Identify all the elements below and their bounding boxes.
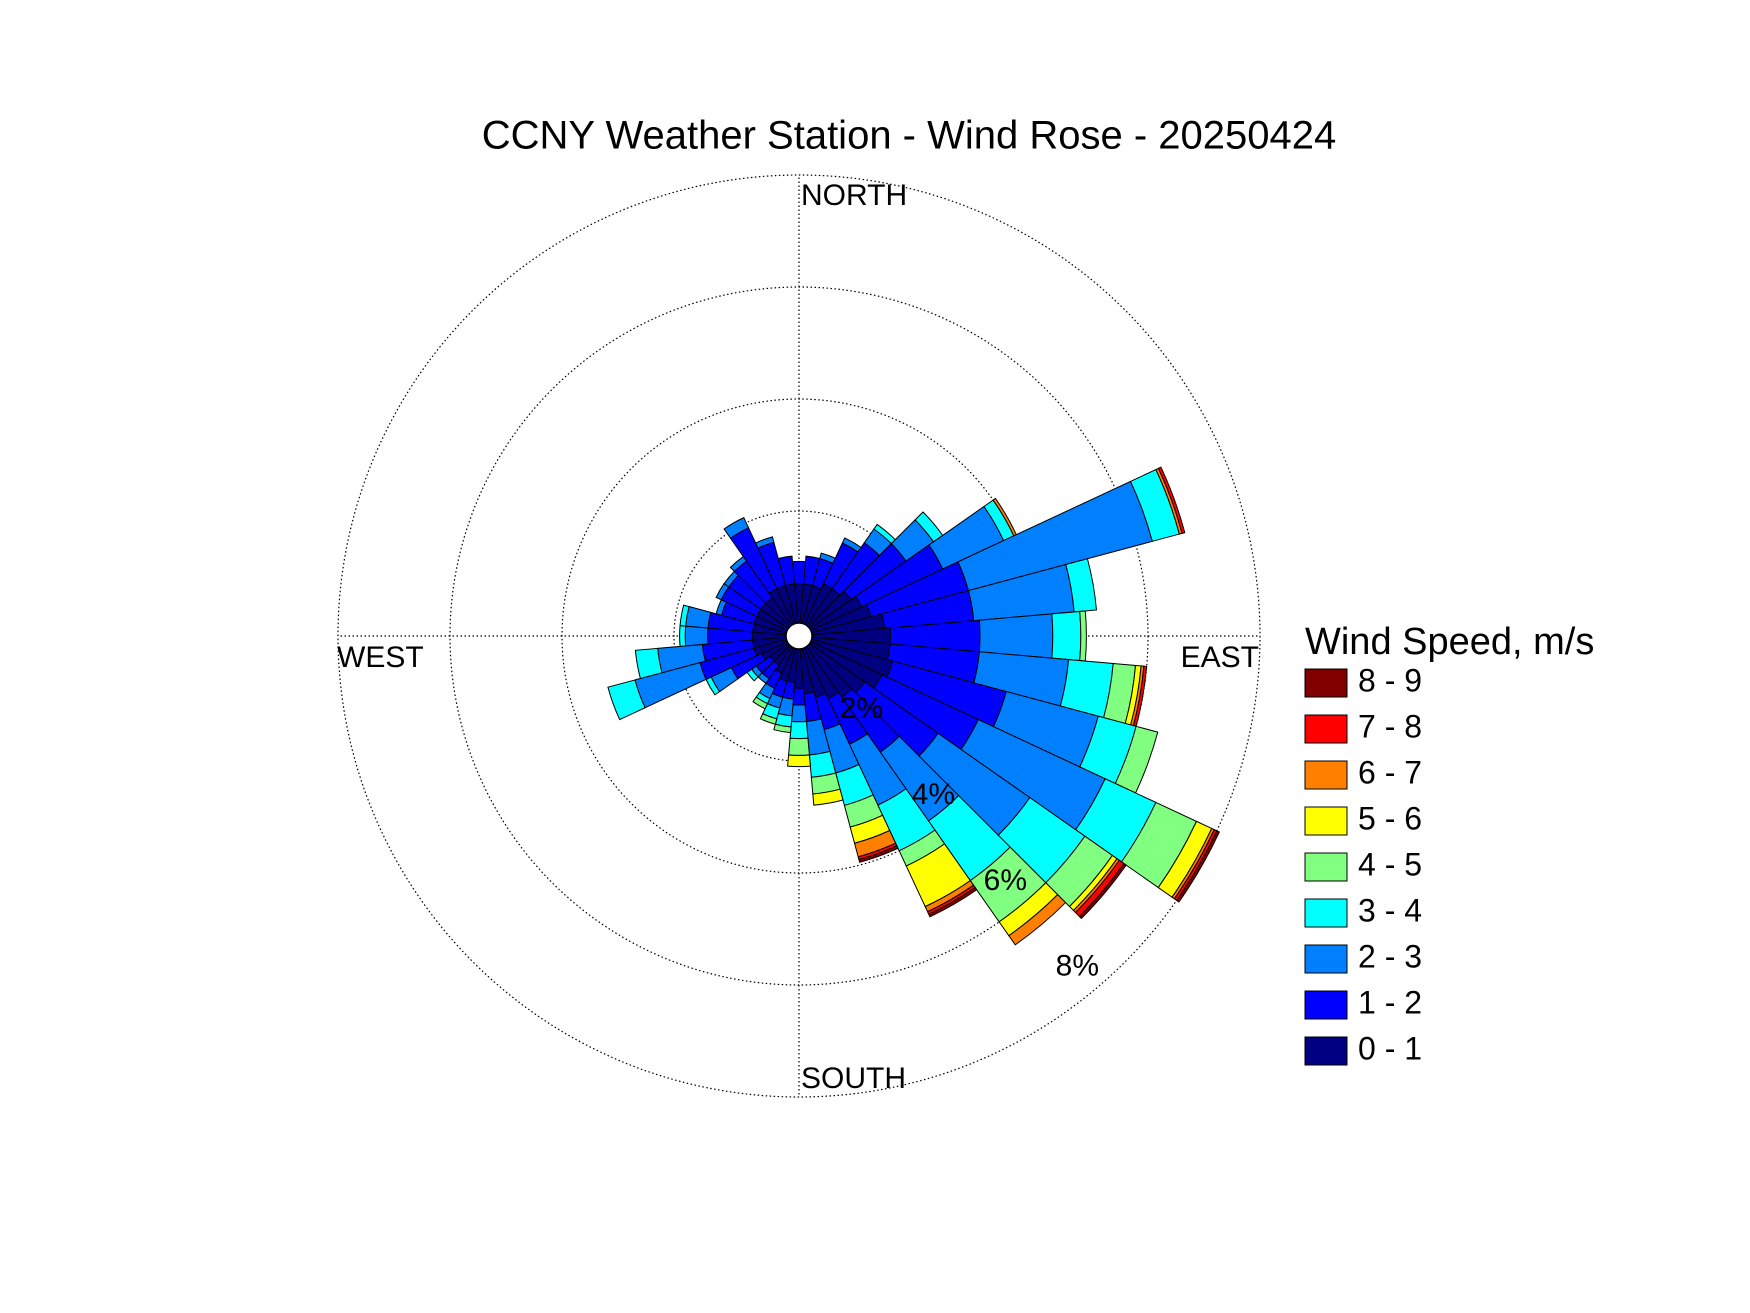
legend-swatch bbox=[1304, 714, 1348, 744]
ring-label: 8% bbox=[1056, 950, 1099, 983]
wedge-segment bbox=[1008, 893, 1067, 946]
legend-label: 2 - 3 bbox=[1358, 938, 1422, 974]
direction-label: NORTH bbox=[801, 179, 907, 212]
wedge-segment bbox=[792, 687, 806, 706]
wedge-segment bbox=[634, 647, 663, 680]
legend-title: Wind Speed, m/s bbox=[1305, 621, 1594, 663]
ring-label: 6% bbox=[984, 864, 1027, 897]
wedge-segment bbox=[777, 555, 795, 587]
direction-label: WEST bbox=[337, 641, 424, 674]
wedge-segment bbox=[679, 604, 690, 627]
wedge-segment bbox=[978, 613, 1054, 659]
legend-label: 3 - 4 bbox=[1358, 892, 1422, 928]
wedge-segment bbox=[928, 886, 978, 918]
wedge-segment bbox=[1065, 558, 1098, 613]
wedge-segment bbox=[1051, 610, 1082, 662]
legend-label: 5 - 6 bbox=[1358, 800, 1422, 836]
chart-title: CCNY Weather Station - Wind Rose - 20250… bbox=[482, 114, 1337, 158]
wedge-segment bbox=[679, 625, 687, 647]
wedge-segment bbox=[752, 696, 769, 710]
legend-swatch bbox=[1304, 1036, 1348, 1066]
legend-swatch bbox=[1304, 898, 1348, 928]
wedge-segment bbox=[789, 720, 809, 740]
legend-label: 1 - 2 bbox=[1358, 984, 1422, 1020]
legend-swatch bbox=[1304, 852, 1348, 882]
wedge-segment bbox=[858, 845, 899, 863]
wedge-segment bbox=[1157, 466, 1186, 534]
wedge-segment bbox=[790, 704, 808, 723]
wedge-segment bbox=[787, 754, 811, 768]
legend-swatch bbox=[1304, 944, 1348, 974]
legend-swatch bbox=[1304, 668, 1348, 698]
direction-label: EAST bbox=[1181, 641, 1259, 674]
legend-swatch bbox=[1304, 990, 1348, 1020]
ring-label: 4% bbox=[912, 778, 955, 811]
wedge-segment bbox=[1079, 610, 1087, 662]
wedge-segment bbox=[723, 516, 750, 539]
ring-label: 2% bbox=[840, 692, 883, 725]
legend-label: 7 - 8 bbox=[1358, 708, 1422, 744]
wedge-segment bbox=[607, 679, 646, 721]
wedge-segment bbox=[759, 713, 778, 725]
grid-ring bbox=[337, 174, 1261, 1098]
wedge-segment bbox=[773, 723, 792, 734]
wedge-segment bbox=[1078, 862, 1127, 920]
legend-swatch bbox=[1304, 760, 1348, 790]
legend-label: 0 - 1 bbox=[1358, 1030, 1422, 1066]
wedge-segment bbox=[812, 788, 844, 806]
center-hole bbox=[785, 622, 813, 650]
wedge-segment bbox=[788, 737, 810, 756]
legend-label: 4 - 5 bbox=[1358, 846, 1422, 882]
wedge-segment bbox=[1175, 830, 1221, 903]
legend-swatch bbox=[1304, 806, 1348, 836]
legend-label: 8 - 9 bbox=[1358, 662, 1422, 698]
legend-label: 6 - 7 bbox=[1358, 754, 1422, 790]
wedge-segment bbox=[754, 536, 775, 549]
direction-label: SOUTH bbox=[801, 1062, 906, 1095]
wedge-segment bbox=[684, 625, 709, 647]
